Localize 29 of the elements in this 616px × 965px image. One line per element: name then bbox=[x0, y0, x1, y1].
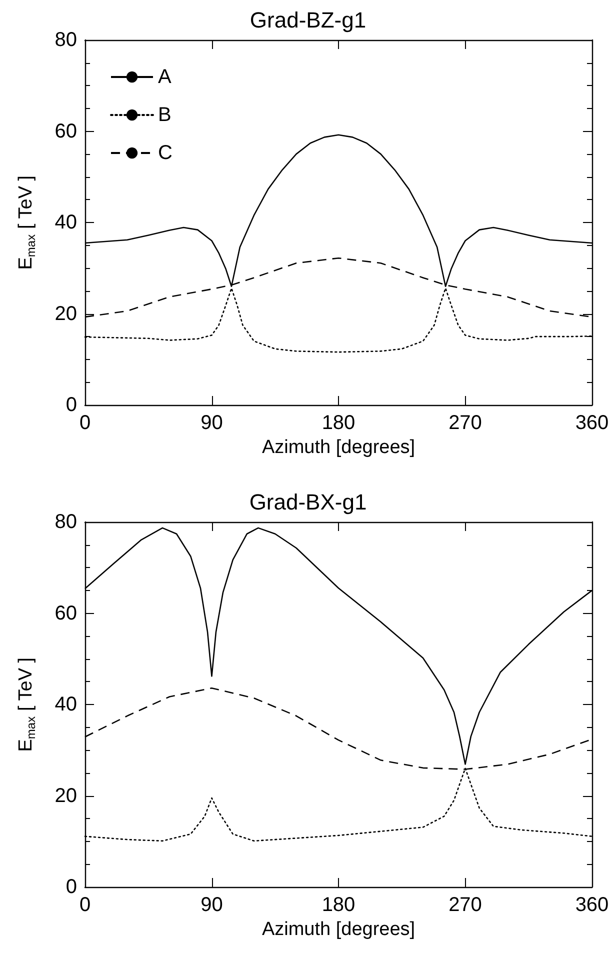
chart-title: Grad-BZ-g1 bbox=[250, 8, 366, 32]
chart-title: Grad-BX-g1 bbox=[249, 490, 367, 514]
x-tick-label: 360 bbox=[575, 894, 609, 916]
legend-label: C bbox=[158, 142, 172, 164]
x-tick-label: 180 bbox=[322, 412, 356, 434]
y-tick-label: 40 bbox=[54, 212, 77, 234]
y-tick-label: 40 bbox=[54, 694, 77, 716]
x-tick-label: 180 bbox=[322, 894, 356, 916]
y-axis-title: Emax [ TeV ] bbox=[16, 657, 38, 752]
x-axis-title: Azimuth [degrees] bbox=[262, 918, 416, 940]
x-tick-label: 270 bbox=[448, 894, 482, 916]
x-tick-label: 0 bbox=[79, 894, 91, 916]
y-tick-label: 60 bbox=[54, 120, 77, 142]
legend-label: A bbox=[158, 66, 172, 88]
y-tick-label: 20 bbox=[54, 302, 77, 325]
y-tick-label: 80 bbox=[54, 511, 77, 533]
x-tick-label: 0 bbox=[79, 412, 91, 434]
y-tick-label: 80 bbox=[54, 29, 77, 51]
y-tick-label: 20 bbox=[54, 784, 77, 807]
x-tick-label: 90 bbox=[200, 894, 223, 916]
y-tick-label: 60 bbox=[54, 602, 77, 624]
y-axis-title: Emax [ TeV ] bbox=[16, 175, 38, 270]
x-tick-label: 360 bbox=[575, 412, 609, 434]
x-tick-label: 270 bbox=[448, 412, 482, 434]
x-axis-title: Azimuth [degrees] bbox=[262, 436, 416, 458]
y-tick-label: 0 bbox=[66, 394, 77, 416]
x-tick-label: 90 bbox=[200, 412, 223, 434]
legend-label: B bbox=[158, 104, 172, 126]
y-tick-label: 0 bbox=[66, 876, 77, 898]
